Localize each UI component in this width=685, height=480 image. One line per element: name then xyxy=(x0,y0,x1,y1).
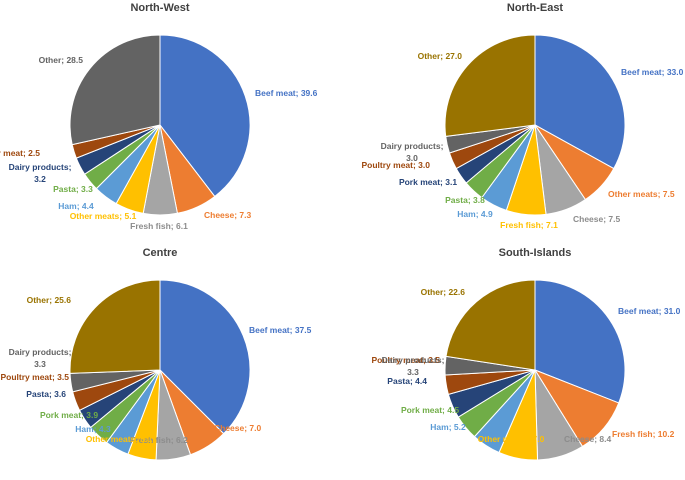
slice-data-label: Pasta; 3.3 xyxy=(53,184,93,194)
slice-data-label: Cheese; 7.0 xyxy=(214,423,262,433)
pie-slice xyxy=(444,34,536,137)
slice-data-label: Dairy products; 3.0 xyxy=(381,141,444,163)
slice-data-label: Dairy products; 3.3 xyxy=(382,355,445,377)
pie-chart-centre: Centre Beef meat; 37.5 Cheese; 7.0 Fresh f… xyxy=(1,247,312,461)
slice-data-label: Ham; 5.2 xyxy=(430,422,466,432)
pie-slice xyxy=(159,34,251,198)
slice-data-label: Pasta; 3.8 xyxy=(445,195,485,205)
slice-data-label: Pork meat; 4.5 xyxy=(401,405,459,415)
pie-title: North-West xyxy=(130,2,189,14)
pie-slice xyxy=(534,279,626,404)
slice-data-label: Other meats; 5.1 xyxy=(86,434,153,444)
slice-data-label: Other; 28.5 xyxy=(39,55,84,65)
slice-data-label: Ham; 4.4 xyxy=(58,201,94,211)
slice-data-label: Cheese; 7.5 xyxy=(573,214,621,224)
pie-chart-south-islands: South-Islands Beef meat; 31.0 Fresh fish;… xyxy=(372,247,681,461)
pie-slice xyxy=(534,34,626,170)
pie-slice xyxy=(159,279,251,435)
pie-slice xyxy=(69,279,161,374)
slice-data-label: Other; 27.0 xyxy=(418,51,463,61)
slice-data-label: Beef meat; 37.5 xyxy=(249,325,312,335)
slice-data-label: Beef meat; 31.0 xyxy=(618,306,681,316)
slice-data-label: Cheese; 8.4 xyxy=(564,434,612,444)
pie-slice xyxy=(69,34,161,146)
slice-data-label: Fresh fish; 6.1 xyxy=(130,221,188,231)
pie-title: North-East xyxy=(507,2,564,14)
pie-slice xyxy=(445,279,536,371)
slice-data-label: Pork meat; 3.1 xyxy=(399,177,457,187)
slice-data-label: Dairy products; 3.3 xyxy=(9,347,72,369)
slice-data-label: Dairy products; 3.2 xyxy=(9,162,72,184)
slice-data-label: Poultry meat; 3.0 xyxy=(362,160,431,170)
slice-data-label: Beef meat; 39.6 xyxy=(255,88,318,98)
slice-data-label: Poultry meat; 2.5 xyxy=(0,148,40,158)
slice-data-label: Ham; 4.3 xyxy=(75,424,111,434)
pie-chart-north-east: North-East Beef meat; 33.0 Other meats; 7… xyxy=(362,2,684,230)
slice-data-label: Fresh fish; 7.1 xyxy=(500,220,558,230)
slice-data-label: Pasta; 3.6 xyxy=(26,389,66,399)
pie-title: Centre xyxy=(143,247,178,259)
pie-title: South-Islands xyxy=(499,247,572,259)
slice-data-label: Other meats; 7.0 xyxy=(478,434,545,444)
slice-data-label: Ham; 4.9 xyxy=(457,209,493,219)
slice-data-label: Pork meat; 3.9 xyxy=(40,410,98,420)
slice-data-label: Poultry meat; 3.5 xyxy=(1,372,70,382)
slice-data-label: Beef meat; 33.0 xyxy=(621,67,684,77)
slice-data-label: Pasta; 4.4 xyxy=(387,376,427,386)
slice-data-label: Fresh fish; 10.2 xyxy=(612,429,675,439)
slice-data-label: Cheese; 7.3 xyxy=(204,210,252,220)
pie-chart-north-west: North-West Beef meat; 39.6 Cheese; 7.3 Fre… xyxy=(0,2,318,231)
slice-data-label: Other meats; 5.1 xyxy=(70,211,137,221)
slice-data-label: Other; 25.6 xyxy=(27,295,72,305)
slice-data-label: Fresh fish; 6.2 xyxy=(130,435,188,445)
slice-data-label: Other meats; 7.5 xyxy=(608,189,675,199)
slice-data-label: Other; 22.6 xyxy=(421,287,466,297)
slice-data-label: Poultry meat; 3.5 xyxy=(372,355,441,365)
